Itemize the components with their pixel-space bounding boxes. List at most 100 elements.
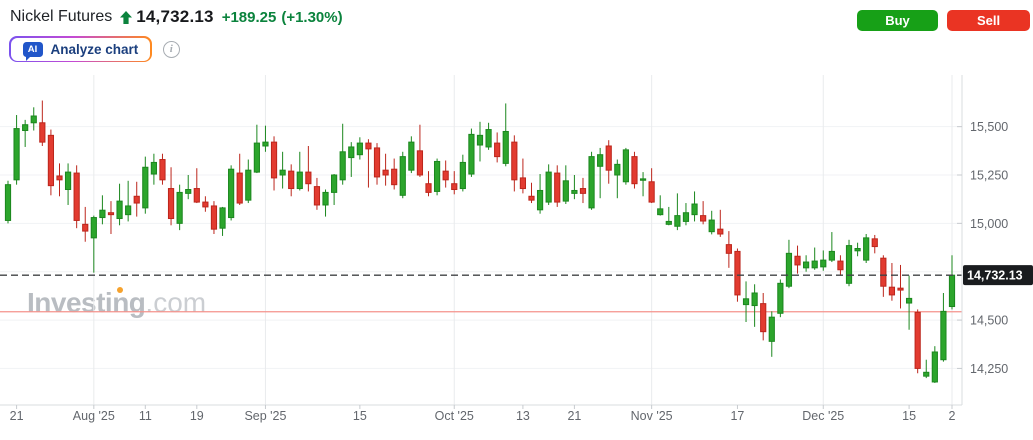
candle[interactable]: [502, 103, 509, 167]
candle[interactable]: [270, 136, 278, 191]
candle[interactable]: [811, 247, 818, 270]
candle[interactable]: [708, 210, 715, 235]
candle[interactable]: [725, 231, 732, 268]
candle[interactable]: [579, 177, 587, 204]
candle[interactable]: [476, 121, 484, 162]
candle[interactable]: [56, 163, 63, 197]
candle[interactable]: [888, 263, 896, 301]
candle[interactable]: [682, 203, 690, 226]
candle[interactable]: [39, 100, 46, 146]
candle[interactable]: [674, 193, 681, 231]
candle[interactable]: [399, 151, 406, 199]
candle[interactable]: [253, 124, 260, 174]
candle[interactable]: [794, 245, 801, 274]
candle[interactable]: [296, 151, 303, 191]
candle[interactable]: [425, 171, 432, 197]
candle[interactable]: [639, 172, 647, 197]
candle[interactable]: [614, 159, 621, 199]
candle[interactable]: [648, 168, 655, 204]
candle[interactable]: [133, 181, 140, 217]
analyze-chart-button[interactable]: AI Analyze chart: [9, 36, 152, 62]
candle[interactable]: [176, 184, 183, 231]
candle[interactable]: [125, 180, 132, 222]
candle[interactable]: [631, 151, 638, 189]
candle[interactable]: [468, 128, 475, 177]
candle[interactable]: [562, 165, 569, 205]
candle[interactable]: [13, 115, 20, 185]
candle[interactable]: [751, 284, 758, 327]
candle[interactable]: [228, 165, 235, 221]
candle[interactable]: [803, 255, 810, 272]
candle[interactable]: [339, 123, 346, 185]
candle[interactable]: [348, 142, 355, 177]
candle[interactable]: [202, 196, 209, 212]
candle[interactable]: [597, 147, 604, 199]
candle[interactable]: [545, 164, 552, 205]
candle[interactable]: [210, 201, 218, 234]
candle[interactable]: [948, 255, 956, 310]
candle[interactable]: [554, 165, 561, 207]
candle[interactable]: [159, 153, 166, 185]
candle[interactable]: [837, 255, 844, 276]
candle[interactable]: [760, 292, 767, 341]
candle[interactable]: [236, 153, 243, 205]
candle[interactable]: [897, 264, 904, 309]
candle[interactable]: [605, 140, 612, 184]
candle[interactable]: [193, 168, 200, 204]
candle[interactable]: [185, 175, 192, 200]
candle[interactable]: [845, 239, 853, 287]
candle[interactable]: [305, 145, 312, 192]
candle[interactable]: [382, 153, 389, 186]
candle[interactable]: [442, 160, 449, 188]
candle[interactable]: [494, 132, 501, 163]
candle[interactable]: [820, 250, 827, 271]
candle[interactable]: [73, 165, 80, 229]
candle[interactable]: [536, 174, 544, 214]
candle[interactable]: [923, 359, 930, 379]
candle[interactable]: [665, 206, 672, 226]
candle[interactable]: [99, 195, 106, 225]
candle[interactable]: [940, 292, 947, 362]
candle[interactable]: [313, 177, 321, 210]
candle[interactable]: [742, 281, 750, 323]
candle[interactable]: [459, 154, 466, 192]
candle[interactable]: [451, 171, 458, 195]
info-icon[interactable]: i: [162, 40, 180, 58]
candle[interactable]: [485, 122, 492, 150]
candle[interactable]: [22, 119, 29, 147]
candle[interactable]: [82, 206, 89, 242]
candle[interactable]: [90, 215, 97, 273]
candle[interactable]: [863, 233, 870, 264]
candle[interactable]: [571, 175, 578, 200]
candle[interactable]: [777, 279, 784, 318]
candle[interactable]: [433, 158, 441, 196]
candle[interactable]: [871, 234, 878, 254]
candle[interactable]: [768, 311, 775, 357]
candle[interactable]: [167, 167, 175, 226]
candle[interactable]: [408, 136, 415, 174]
candle[interactable]: [528, 182, 535, 204]
candle[interactable]: [519, 158, 527, 194]
candle[interactable]: [142, 156, 149, 214]
candle[interactable]: [47, 129, 55, 196]
candle[interactable]: [356, 137, 363, 160]
candle[interactable]: [116, 183, 123, 226]
candle[interactable]: [691, 191, 698, 222]
candle[interactable]: [914, 309, 921, 374]
candle[interactable]: [219, 206, 226, 236]
candle[interactable]: [717, 209, 724, 237]
candle[interactable]: [107, 201, 115, 234]
candle[interactable]: [30, 107, 37, 131]
candle[interactable]: [331, 174, 338, 205]
candle[interactable]: [373, 143, 381, 185]
candle[interactable]: [245, 159, 252, 204]
candle[interactable]: [657, 195, 664, 216]
sell-button[interactable]: Sell: [947, 10, 1030, 31]
candle[interactable]: [931, 346, 938, 383]
candle[interactable]: [64, 163, 72, 205]
candle[interactable]: [828, 232, 835, 263]
candle[interactable]: [785, 239, 793, 289]
candle[interactable]: [391, 158, 398, 190]
candle[interactable]: [288, 164, 295, 197]
